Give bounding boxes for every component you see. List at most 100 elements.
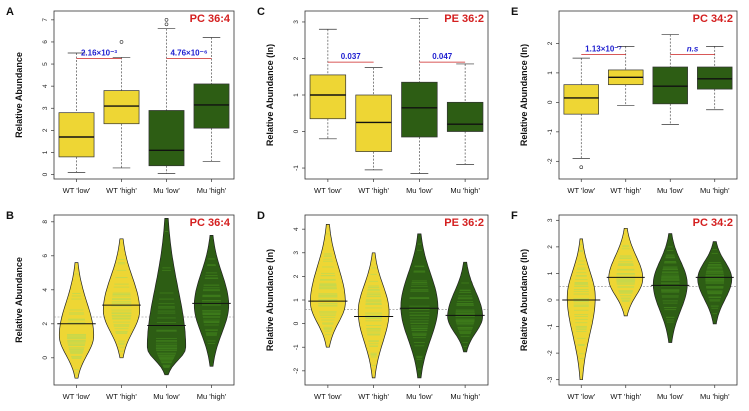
- x-category-label: Mu 'high': [450, 392, 480, 401]
- x-category-label: Mu 'low': [657, 186, 684, 195]
- panel-letter: E: [511, 6, 518, 18]
- y-axis-label: Relative Abundance (ln): [265, 44, 275, 146]
- y-tick-label: 4: [42, 288, 49, 292]
- box-2: [148, 110, 185, 167]
- significance-label: 0.037: [341, 52, 362, 61]
- y-tick-label: 3: [293, 20, 300, 24]
- plot-frame: [53, 214, 235, 386]
- y-tick-label: 4: [293, 227, 300, 231]
- x-category-label: Mu 'high': [197, 186, 227, 195]
- y-tick-label: -1: [547, 323, 554, 329]
- panel-f: F PC 34:2 Relative Abundance (ln) -3 -2 -1 0 1 2…: [511, 210, 738, 401]
- significance-label: n.s: [687, 45, 699, 54]
- violin-rug: [409, 243, 430, 370]
- panel-title: PE 36:2: [444, 217, 484, 229]
- x-category-label: WT 'high': [106, 392, 137, 401]
- violin-2: [146, 218, 187, 376]
- y-axis-label: Relative Abundance: [14, 52, 24, 138]
- panel-c: C PE 36:2 Relative Abundance (ln) -1 0 1 2 3 WT …: [257, 6, 489, 195]
- panel-e: E PC 34:2 Relative Abundance (ln) -2 -1 0 1 2 WT…: [511, 6, 738, 195]
- box-0: [309, 74, 347, 120]
- box-0: [563, 84, 599, 115]
- y-tick-label: 2: [547, 245, 554, 249]
- y-tick-label: 7: [42, 18, 49, 22]
- violin-rug: [318, 233, 338, 336]
- y-tick-label: 6: [42, 254, 49, 258]
- panel-title: PC 34:2: [693, 13, 733, 25]
- box-0: [58, 112, 95, 158]
- x-category-label: Mu 'low': [153, 392, 180, 401]
- y-tick-label: 6: [42, 40, 49, 44]
- x-category-label: Mu 'high': [700, 186, 730, 195]
- significance-label: 4.76×10⁻⁶: [170, 49, 207, 58]
- outlier-point: [579, 165, 584, 170]
- x-category-label: Mu 'low': [153, 186, 180, 195]
- x-category-label: Mu 'low': [406, 186, 433, 195]
- plot-frame: [53, 10, 235, 180]
- significance-label: 1.13×10⁻⁷: [585, 45, 622, 54]
- y-tick-label: -1: [547, 129, 554, 135]
- x-category-label: WT 'low': [314, 392, 342, 401]
- box-2: [652, 66, 688, 105]
- violin-0: [566, 238, 596, 381]
- y-tick-label: 2: [293, 56, 300, 60]
- violin-rug: [155, 231, 178, 368]
- violin-1: [608, 227, 644, 317]
- x-category-label: WT 'low': [63, 186, 91, 195]
- box-2: [401, 81, 438, 138]
- y-tick-label: -2: [547, 158, 554, 164]
- panel-letter: D: [257, 210, 265, 222]
- box-3: [697, 66, 733, 90]
- y-axis-label: Relative Abundance: [14, 257, 24, 343]
- x-category-label: WT 'high': [358, 392, 389, 401]
- y-tick-label: 3: [42, 106, 49, 110]
- y-tick-label: -2: [293, 368, 300, 374]
- x-category-label: Mu 'low': [657, 392, 684, 401]
- significance-label: 2.16×10⁻³: [81, 49, 117, 58]
- x-category-label: WT 'high': [358, 186, 389, 195]
- y-tick-label: 0: [547, 100, 554, 104]
- x-category-label: WT 'low': [567, 392, 595, 401]
- y-tick-label: 2: [293, 274, 300, 278]
- x-category-label: WT 'low': [314, 186, 342, 195]
- x-category-label: WT 'low': [63, 392, 91, 401]
- y-tick-label: 1: [547, 71, 554, 75]
- y-tick-label: 1: [293, 298, 300, 302]
- y-tick-label: 0: [293, 321, 300, 325]
- y-tick-label: 1: [547, 271, 554, 275]
- x-category-label: Mu 'high': [197, 392, 227, 401]
- x-category-label: Mu 'high': [700, 392, 730, 401]
- panel-letter: F: [511, 210, 518, 222]
- violin-rug: [67, 273, 86, 374]
- outlier-point: [164, 22, 169, 27]
- x-category-label: Mu 'high': [450, 186, 480, 195]
- y-axis-label: Relative Abundance (ln): [265, 249, 275, 351]
- panel-a: A PC 36:4 Relative Abundance 0 1 2 3 4 5 6 7 WT 'lo…: [6, 6, 235, 195]
- y-tick-label: 1: [42, 150, 49, 154]
- y-tick-label: 4: [42, 84, 49, 88]
- violin-rug: [660, 246, 680, 323]
- y-tick-label: 0: [42, 172, 49, 176]
- panel-d: D PE 36:2 Relative Abundance (ln) -2 -1 0 1 2 3 4…: [257, 210, 489, 401]
- panel-letter: B: [6, 210, 14, 222]
- panel-letter: C: [257, 6, 265, 18]
- box-1: [355, 94, 392, 152]
- y-tick-label: 5: [42, 62, 49, 66]
- y-tick-label: 0: [42, 356, 49, 360]
- y-tick-label: 8: [42, 220, 49, 224]
- y-tick-label: 1: [293, 93, 300, 97]
- violin-3: [447, 261, 483, 353]
- y-tick-label: 3: [547, 218, 554, 222]
- y-tick-label: 2: [547, 41, 554, 45]
- panel-b: B PC 36:4 Relative Abundance 0 2 4 6 8 WT 'low' W…: [6, 210, 235, 401]
- y-axis-label: Relative Abundance (ln): [519, 44, 529, 146]
- x-category-label: WT 'low': [567, 186, 595, 195]
- y-tick-label: -2: [547, 350, 554, 356]
- x-category-label: WT 'high': [610, 392, 641, 401]
- violin-rug: [573, 244, 589, 359]
- x-category-label: WT 'high': [106, 186, 137, 195]
- y-tick-label: -1: [293, 165, 300, 171]
- x-category-label: WT 'high': [610, 186, 641, 195]
- panel-title: PC 36:4: [190, 13, 231, 25]
